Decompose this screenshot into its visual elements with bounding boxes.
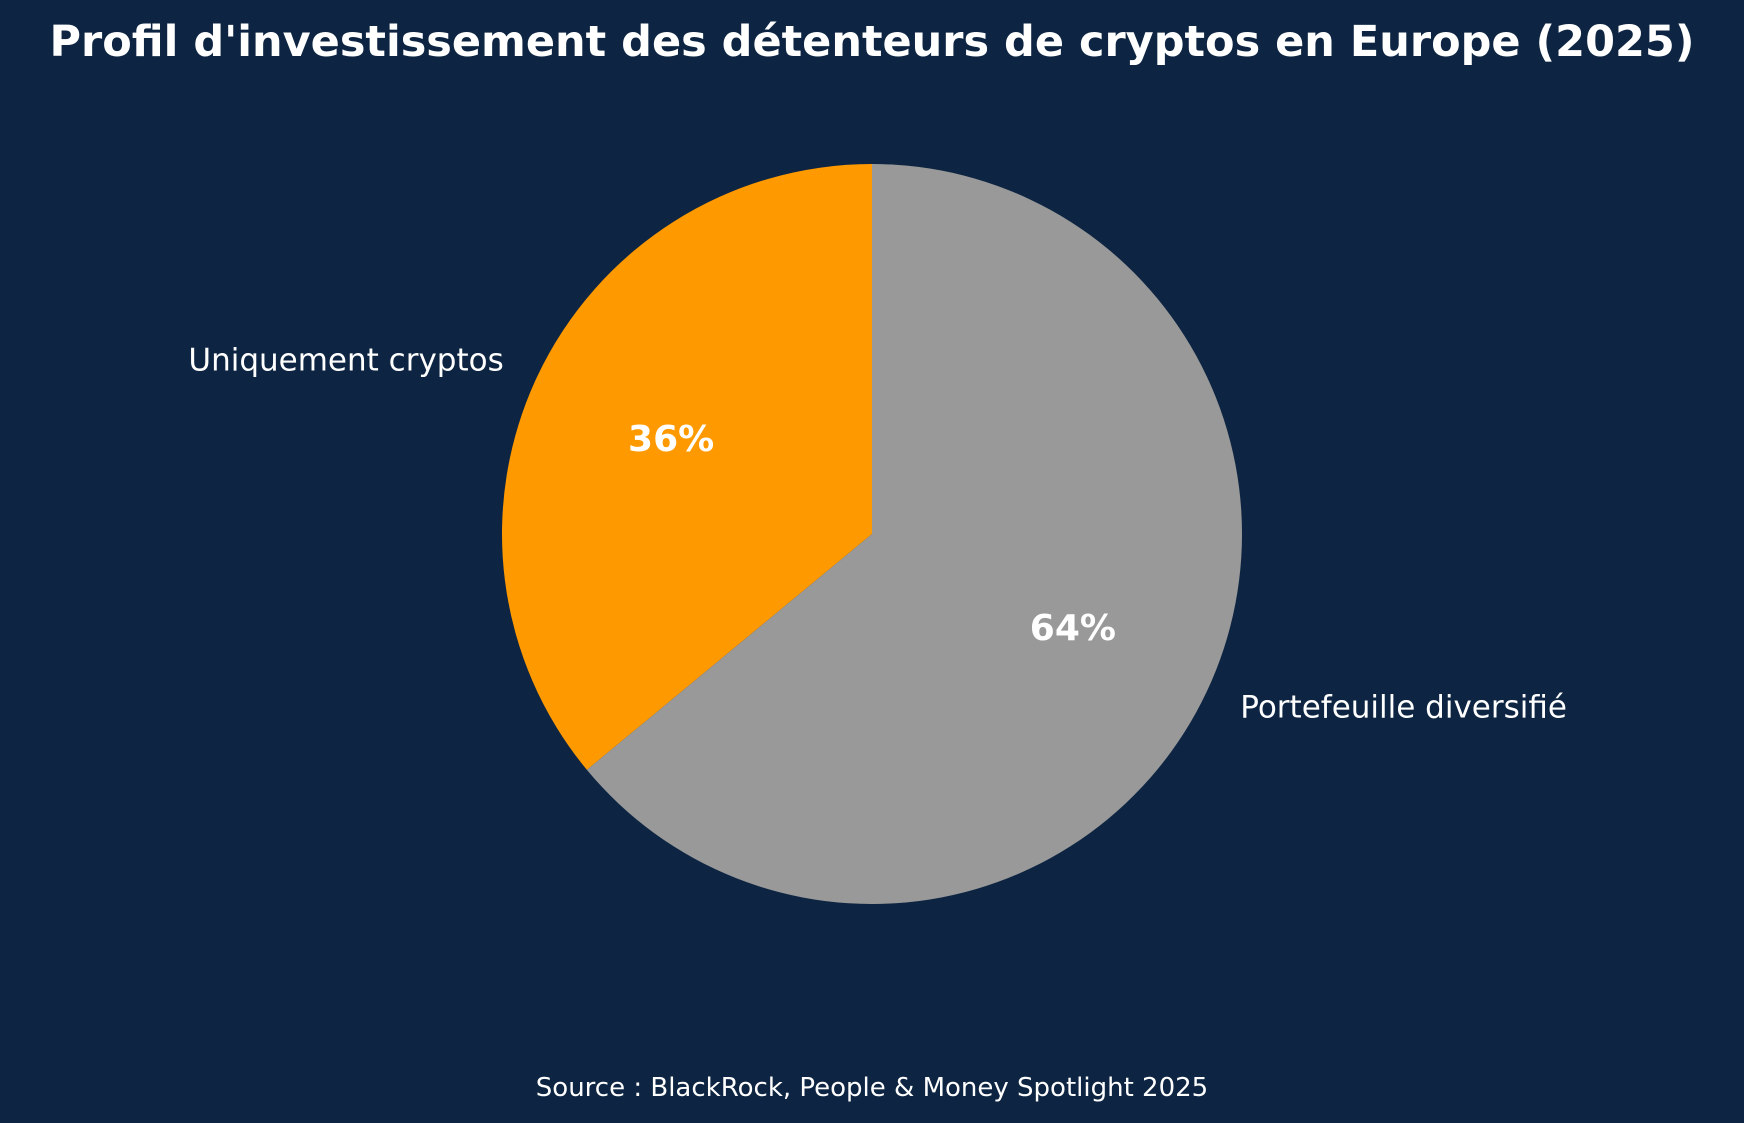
chart-source-note: Source : BlackRock, People & Money Spotl… — [535, 1073, 1209, 1103]
pie-category-label-portefeuille-diversifie: Portefeuille diversifié — [1240, 689, 1567, 725]
pie-value-label-portefeuille-diversifie: 64% — [1030, 608, 1116, 649]
chart-title: Profil d'investissement des détenteurs d… — [49, 17, 1695, 67]
pie-slice-uniquement-cryptos — [501, 164, 872, 770]
pie-value-label-uniquement-cryptos: 36% — [628, 419, 714, 460]
pie-slice-portefeuille-diversifie — [586, 164, 1242, 904]
pie-category-label-uniquement-cryptos: Uniquement cryptos — [188, 343, 503, 379]
